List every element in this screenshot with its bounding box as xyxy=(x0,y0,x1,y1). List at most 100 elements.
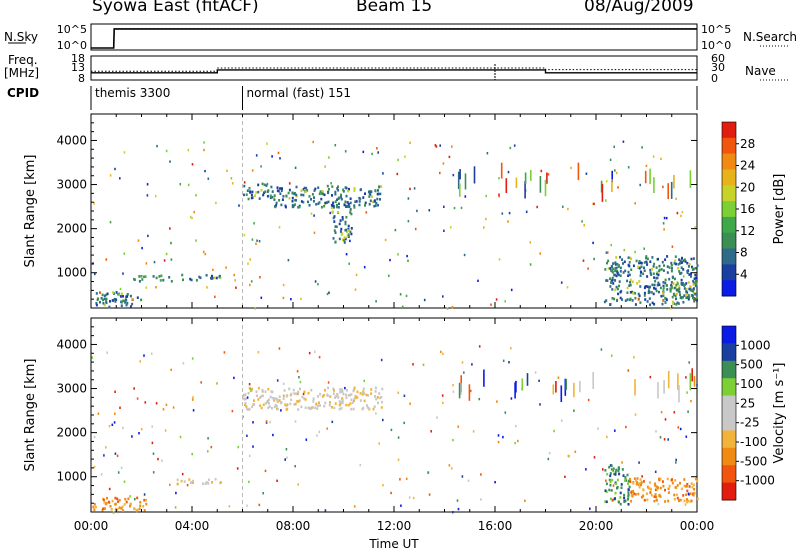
power-panel-echo-cell xyxy=(643,291,646,295)
velocity-panel-echo-cell xyxy=(318,401,320,404)
power-panel-scatter-cell xyxy=(312,140,314,144)
power-panel-scatter-cell xyxy=(442,295,444,298)
power-panel-echo-cell xyxy=(155,276,158,280)
power-panel-echo-cell xyxy=(211,274,213,278)
power-panel-echo-cell xyxy=(319,190,322,193)
power-panel-scatter-cell xyxy=(681,210,684,214)
velocity-panel-scatter-cell xyxy=(625,425,627,429)
power-panel-echo-cell xyxy=(609,267,612,270)
velocity-panel-scatter-cell xyxy=(534,371,537,374)
power-panel-streak xyxy=(546,172,548,184)
power-panel-echo-cell xyxy=(628,261,631,264)
noise-right-tick: 10^0 xyxy=(701,39,731,52)
power-panel-echo-cell xyxy=(120,304,123,307)
power-panel-scatter-cell xyxy=(300,297,302,301)
velocity-panel-echo-cell xyxy=(342,392,345,396)
velocity-panel-scatter-cell xyxy=(265,420,268,423)
power-panel-scatter-cell xyxy=(118,293,120,296)
velocity-panel-echo-cell xyxy=(312,397,315,400)
velocity-panel-scatter-cell xyxy=(684,503,687,506)
beam-title: Beam 15 xyxy=(356,0,433,16)
velocity-panel-scatter-cell xyxy=(585,468,587,471)
velocity-panel-echo-cell xyxy=(640,481,643,484)
power-panel-scatter-cell xyxy=(416,209,418,213)
power-panel-echo-cell xyxy=(688,296,691,299)
velocity-panel-echo-cell xyxy=(341,401,344,404)
power-panel-echo-cell xyxy=(313,196,315,199)
velocity-panel-scatter-cell xyxy=(463,371,465,374)
velocity-panel-echo-cell xyxy=(257,386,260,390)
power-panel-scatter-cell xyxy=(365,211,368,214)
power-panel-scatter-cell xyxy=(384,238,387,242)
power-panel-echo-cell xyxy=(686,261,689,265)
power-panel-echo-cell xyxy=(294,203,297,206)
velocity-panel-streak xyxy=(678,385,680,403)
power-panel-echo-cell xyxy=(649,285,651,289)
power-panel-echo-cell xyxy=(677,267,680,270)
power-panel-echo-cell xyxy=(106,292,109,296)
velocity-panel-echo-cell xyxy=(689,492,692,495)
power-panel-scatter-cell xyxy=(251,238,254,241)
velocity-panel-scatter-cell xyxy=(382,418,384,422)
velocity-panel-scatter-cell xyxy=(114,452,117,455)
velocity-panel-echo-cell xyxy=(621,468,624,471)
power-panel-scatter-cell xyxy=(260,165,262,168)
power-panel-echo-cell xyxy=(210,277,213,280)
power-panel-echo-cell xyxy=(250,193,253,197)
velocity-panel-scatter-cell xyxy=(654,470,657,473)
velocity-panel-echo-cell xyxy=(636,481,638,484)
velocity-panel-echo-cell xyxy=(317,395,319,398)
power-panel-echo-cell xyxy=(683,258,686,261)
power-panel-scatter-cell xyxy=(326,292,329,296)
velocity-panel-echo-cell xyxy=(608,478,611,482)
power-panel-echo-cell xyxy=(347,233,350,236)
velocity-panel-scatter-cell xyxy=(93,465,96,469)
power-panel-echo-cell xyxy=(143,275,145,279)
power-panel-echo-cell xyxy=(629,291,632,294)
power-panel-echo-cell xyxy=(310,198,312,201)
power-panel-echo-cell xyxy=(100,297,103,300)
velocity-panel-scatter-cell xyxy=(378,442,380,445)
power-panel-echo-cell xyxy=(338,237,341,241)
velocity-panel-scatter-cell xyxy=(134,498,136,501)
power-panel-colorbar-label: Power [dB] xyxy=(772,174,787,245)
power-panel-echo-cell xyxy=(675,262,677,266)
power-panel-echo-cell xyxy=(338,202,340,206)
velocity-panel-echo-cell xyxy=(627,488,630,491)
power-panel-scatter-cell xyxy=(253,222,255,225)
power-panel-scatter-cell xyxy=(509,146,512,150)
power-panel-scatter-cell xyxy=(313,214,315,217)
power-panel-streak xyxy=(577,162,580,181)
velocity-panel-scatter-cell xyxy=(611,469,614,472)
power-panel-echo-cell xyxy=(354,200,357,203)
power-panel-scatter-cell xyxy=(443,205,445,208)
velocity-panel-scatter-cell xyxy=(353,505,356,508)
power-panel-scatter-cell xyxy=(202,250,205,254)
power-panel-echo-cell xyxy=(632,292,635,295)
velocity-panel-echo-cell xyxy=(609,480,612,483)
power-panel-echo-cell xyxy=(103,297,106,301)
power-panel-echo-cell xyxy=(652,272,655,275)
velocity-panel-scatter-cell xyxy=(497,440,500,444)
velocity-panel-echo-cell xyxy=(654,493,657,496)
velocity-panel-echo-cell xyxy=(124,497,127,501)
velocity-panel-streak xyxy=(691,368,693,382)
power-panel-echo-cell xyxy=(334,200,337,203)
velocity-panel-echo-cell xyxy=(363,399,366,403)
power-panel-echo-cell xyxy=(295,199,297,202)
power-panel-scatter-cell xyxy=(660,157,662,161)
velocity-panel-echo-cell xyxy=(139,501,142,504)
velocity-panel-echo-cell xyxy=(127,497,130,501)
velocity-panel-echo-cell xyxy=(667,491,670,494)
velocity-panel-echo-cell xyxy=(125,500,128,504)
velocity-panel-echo-cell xyxy=(283,389,286,392)
power-panel-echo-cell xyxy=(318,201,321,204)
noise-left-tick: 10^0 xyxy=(57,39,87,52)
power-panel-echo-cell xyxy=(645,285,648,288)
power-panel-echo-cell xyxy=(631,280,634,284)
velocity-panel-scatter-cell xyxy=(314,350,316,353)
velocity-panel-scatter-cell xyxy=(299,380,302,384)
power-panel-scatter-cell xyxy=(191,216,193,220)
power-panel-echo-cell xyxy=(690,272,692,275)
velocity-panel-echo-cell xyxy=(256,394,258,398)
